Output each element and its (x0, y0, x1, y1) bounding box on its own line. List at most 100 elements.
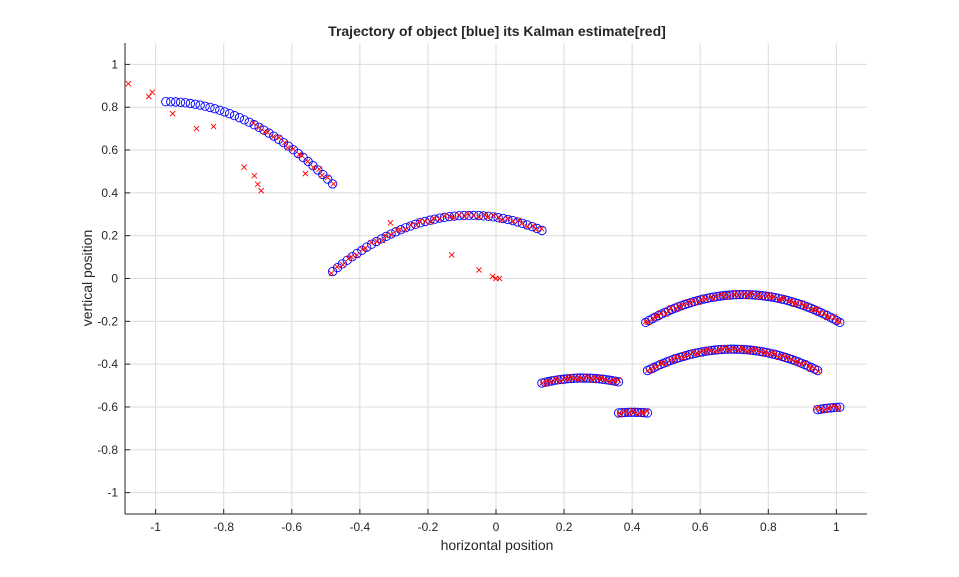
estimate-mark-stroke (504, 215, 511, 222)
estimate-mark-stroke (835, 405, 842, 412)
estimate-point (518, 220, 525, 227)
estimate-point (241, 164, 248, 171)
estimate-mark-stroke (496, 275, 503, 282)
trajectory-point (283, 141, 294, 151)
x-tick-label: -0.6 (281, 520, 302, 534)
estimate-point (348, 253, 355, 260)
estimate-point (831, 314, 838, 320)
trajectory-point (709, 292, 719, 302)
estimate-mark-stroke (718, 291, 725, 298)
estimate-mark-stroke (762, 348, 769, 355)
estimate-point (685, 298, 692, 305)
estimate-point (396, 226, 403, 233)
estimate-mark-stroke (442, 212, 448, 219)
estimate-point (791, 301, 798, 308)
estimate-mark-stroke (648, 367, 655, 374)
estimate-point (543, 381, 550, 387)
estimate-mark-stroke (149, 89, 156, 96)
estimate-mark-stroke (695, 299, 702, 306)
x-axis-label: horizontal position (441, 537, 554, 553)
estimate-point (210, 123, 217, 130)
estimate-point (753, 346, 760, 353)
estimate-point (708, 293, 715, 300)
trajectory-point (517, 218, 528, 228)
estimate-mark-stroke (766, 351, 773, 357)
estimate-point (324, 174, 331, 181)
estimate-mark-stroke (770, 349, 777, 356)
estimate-point (621, 408, 628, 415)
estimate-point (815, 368, 822, 375)
estimate-point (644, 408, 650, 415)
estimate-mark-stroke (757, 348, 764, 355)
estimate-mark-stroke (518, 220, 525, 227)
estimate-mark-stroke (721, 344, 728, 351)
estimate-mark-stroke (625, 410, 632, 417)
trajectory-point (249, 120, 259, 130)
trajectory-point (180, 98, 191, 108)
estimate-mark-stroke (615, 377, 622, 384)
estimate-mark-stroke (593, 374, 600, 381)
estimate-point (673, 306, 680, 312)
estimate-mark-stroke (498, 217, 505, 224)
estimate-mark-stroke (730, 291, 737, 298)
estimate-point (695, 299, 702, 306)
estimate-mark-stroke (362, 245, 369, 251)
estimate-point (416, 218, 423, 225)
estimate-mark-stroke (561, 375, 568, 382)
estimate-mark-stroke (557, 378, 564, 385)
estimate-point (548, 378, 555, 385)
estimate-point (330, 180, 337, 187)
estimate-point (254, 181, 261, 188)
estimate-point (721, 344, 728, 351)
estimate-point (299, 152, 305, 159)
estimate-mark-stroke (695, 351, 701, 358)
x-tick-label: -0.2 (418, 520, 439, 534)
trajectory-point (420, 216, 430, 227)
estimate-mark-stroke (776, 297, 783, 303)
estimate-point (708, 347, 715, 354)
estimate-point (816, 310, 823, 317)
estimate-point (753, 292, 760, 299)
estimate-point (763, 293, 770, 299)
estimate-point (250, 120, 257, 126)
estimate-mark-stroke (634, 411, 641, 418)
estimate-mark-stroke (589, 377, 596, 383)
estimate-point (532, 226, 539, 233)
estimate-point (496, 275, 503, 282)
trajectory-point (376, 234, 386, 244)
estimate-mark-stroke (348, 253, 355, 260)
estimate-point (276, 134, 282, 141)
estimate-mark-stroke (456, 211, 463, 218)
x-tick-label: 0.6 (692, 520, 709, 534)
estimate-mark-stroke (834, 318, 840, 325)
estimate-mark-stroke (665, 307, 672, 314)
estimate-point (476, 267, 482, 273)
estimate-mark-stroke (427, 218, 434, 225)
estimate-point (671, 357, 678, 364)
estimate-point (524, 223, 531, 230)
estimate-mark-stroke (768, 294, 775, 301)
estimate-point (538, 225, 545, 232)
estimate-point (193, 125, 200, 132)
estimate-mark-stroke (663, 311, 669, 317)
estimate-point (498, 217, 505, 224)
estimate-point (388, 231, 394, 238)
estimate-mark-stroke (688, 300, 694, 307)
estimate-point (379, 237, 386, 244)
estimate-point (617, 411, 624, 418)
estimate-mark-stroke (382, 232, 389, 239)
estimate-mark-stroke (416, 218, 423, 225)
trajectory-point (239, 115, 249, 125)
estimate-mark-stroke (296, 151, 303, 158)
estimate-mark-stroke (402, 226, 409, 233)
estimate-mark-stroke (771, 351, 778, 358)
estimate-point (830, 402, 837, 409)
estimate-point (430, 215, 437, 222)
estimate-mark-stroke (359, 246, 366, 253)
estimate-mark-stroke (791, 301, 798, 308)
estimate-point (470, 212, 477, 219)
x-tick-label: 1 (833, 520, 840, 534)
estimate-point (169, 110, 176, 117)
